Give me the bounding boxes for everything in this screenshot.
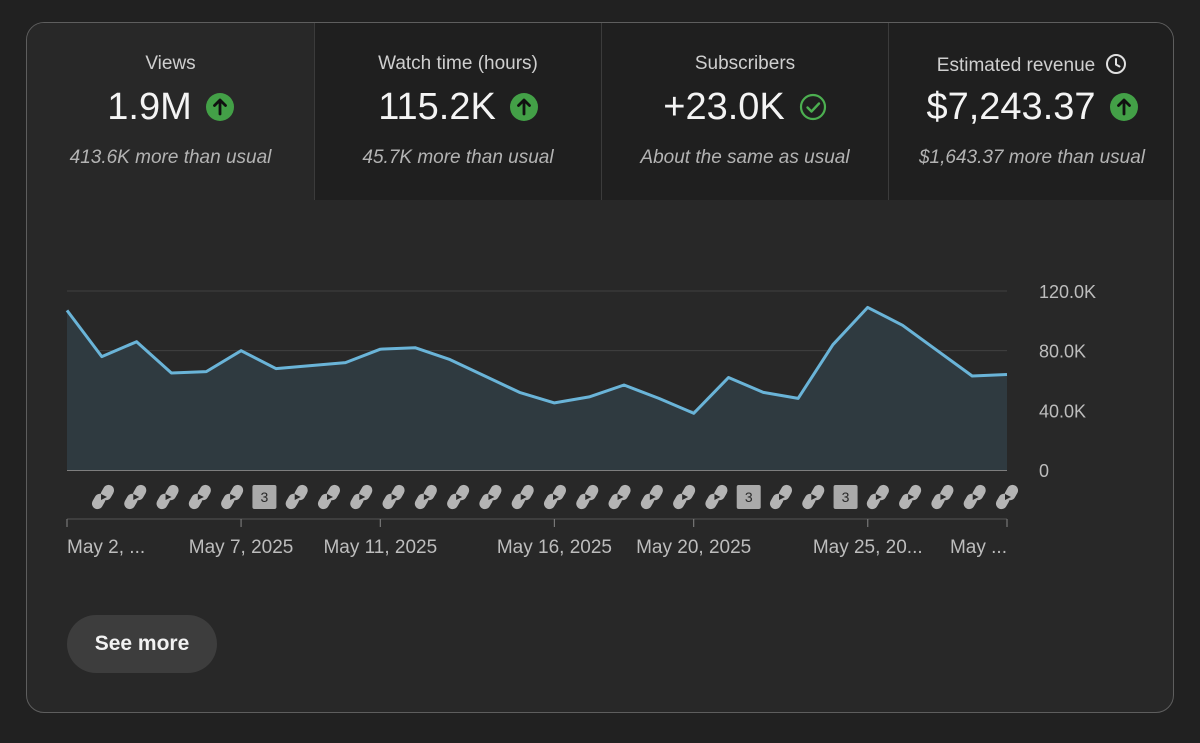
shorts-icon[interactable] xyxy=(477,483,503,511)
arrow-up-icon xyxy=(205,93,234,121)
tab-subscribers-value: +23.0K xyxy=(663,86,785,128)
tab-estimated-revenue[interactable]: Estimated revenue $7,243.37 $1,643.37 mo… xyxy=(888,23,1173,200)
shorts-icon[interactable] xyxy=(381,483,407,511)
multi-upload-badge[interactable]: 3 xyxy=(252,485,277,509)
tab-subscribers-title: Subscribers xyxy=(694,53,796,74)
shorts-icon[interactable] xyxy=(284,483,310,511)
shorts-icon[interactable] xyxy=(155,483,181,511)
upload-markers: 3 3 3 xyxy=(90,483,1020,511)
tab-watch-time-value: 115.2K xyxy=(378,86,496,128)
multi-upload-count: 3 xyxy=(745,489,753,505)
shorts-icon[interactable] xyxy=(542,483,568,511)
tab-views-note: 413.6K more than usual xyxy=(69,147,272,168)
multi-upload-count: 3 xyxy=(842,489,850,505)
shorts-icon[interactable] xyxy=(122,483,148,511)
shorts-icon[interactable] xyxy=(413,483,439,511)
shorts-icon[interactable] xyxy=(574,483,600,511)
shorts-icon[interactable] xyxy=(90,483,116,511)
shorts-icon[interactable] xyxy=(445,483,471,511)
multi-upload-badge[interactable]: 3 xyxy=(833,485,858,509)
x-tick-label: May 11, 2025 xyxy=(323,537,437,558)
tab-revenue-note: $1,643.37 more than usual xyxy=(918,147,1146,168)
multi-upload-badge[interactable]: 3 xyxy=(736,485,761,509)
shorts-icon[interactable] xyxy=(510,483,536,511)
shorts-icon[interactable] xyxy=(316,483,342,511)
x-axis-ticks: May 2, ... May 7, 2025 May 11, 2025 May 16,… xyxy=(66,518,1008,558)
multi-upload-count: 3 xyxy=(261,489,269,505)
tab-views[interactable]: Views 1.9M 413.6K more than usual xyxy=(27,23,314,200)
shorts-icon[interactable] xyxy=(994,483,1020,511)
tab-revenue-value: $7,243.37 xyxy=(926,86,1096,128)
tab-watch-time-title: Watch time (hours) xyxy=(378,53,538,74)
arrow-up-icon xyxy=(509,93,538,121)
shorts-icon[interactable] xyxy=(800,483,826,511)
y-tick-label: 40.0K xyxy=(1039,401,1086,421)
views-chart[interactable]: 120.0K 80.0K 40.0K 0 3 3 3 May 2, ... May 7, 2… xyxy=(27,23,1174,593)
x-tick-label: May 7, 2025 xyxy=(189,537,294,558)
x-tick-label: May 25, 20... xyxy=(813,537,923,558)
shorts-icon[interactable] xyxy=(219,483,245,511)
y-axis-ticks: 120.0K 80.0K 40.0K 0 xyxy=(1039,282,1096,481)
clock-icon[interactable] xyxy=(1105,53,1127,75)
x-tick-label: May 20, 2025 xyxy=(636,537,751,558)
x-tick-label: May 2, ... xyxy=(67,537,145,558)
y-tick-label: 120.0K xyxy=(1039,282,1096,302)
x-tick-label: May ... xyxy=(950,537,1007,558)
shorts-icon[interactable] xyxy=(187,483,213,511)
shorts-icon[interactable] xyxy=(962,483,988,511)
check-circle-icon xyxy=(799,93,826,121)
tab-subscribers[interactable]: Subscribers +23.0K About the same as usu… xyxy=(601,23,888,200)
chart-line-series xyxy=(65,305,1008,415)
analytics-card: Views 1.9M 413.6K more than usual Watch … xyxy=(26,22,1174,713)
metric-tabs: Views 1.9M 413.6K more than usual Watch … xyxy=(27,23,1173,200)
shorts-icon[interactable] xyxy=(929,483,955,511)
shorts-icon[interactable] xyxy=(768,483,794,511)
y-tick-label: 0 xyxy=(1039,461,1049,481)
tab-watch-time-note: 45.7K more than usual xyxy=(362,147,554,168)
arrow-up-icon xyxy=(1109,93,1138,121)
x-tick-label: May 16, 2025 xyxy=(497,537,612,558)
shorts-icon[interactable] xyxy=(671,483,697,511)
shorts-icon[interactable] xyxy=(607,483,633,511)
shorts-icon[interactable] xyxy=(865,483,891,511)
tab-views-title: Views xyxy=(145,53,196,74)
y-tick-label: 80.0K xyxy=(1039,342,1086,362)
shorts-icon[interactable] xyxy=(897,483,923,511)
tab-watch-time[interactable]: Watch time (hours) 115.2K 45.7K more tha… xyxy=(314,23,601,200)
tab-views-value: 1.9M xyxy=(107,86,192,128)
shorts-icon[interactable] xyxy=(703,483,729,511)
shorts-icon[interactable] xyxy=(348,483,374,511)
tab-subscribers-note: About the same as usual xyxy=(640,147,850,168)
see-more-button[interactable]: See more xyxy=(67,615,217,673)
tab-revenue-title: Estimated revenue xyxy=(936,55,1096,76)
shorts-icon[interactable] xyxy=(639,483,665,511)
chart-area-fill xyxy=(67,307,1007,470)
